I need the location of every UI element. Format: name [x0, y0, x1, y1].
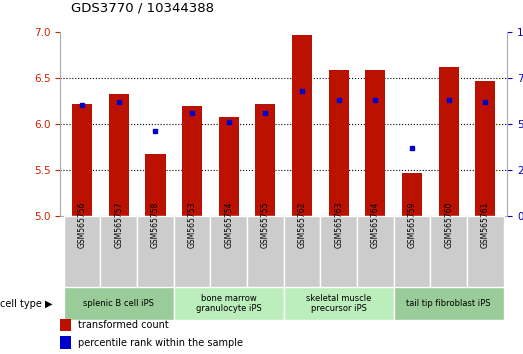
Bar: [210, 216, 247, 287]
Bar: [467, 216, 504, 287]
Text: GSM565756: GSM565756: [77, 201, 87, 248]
Bar: [475, 81, 495, 216]
Bar: [430, 216, 467, 287]
Bar: [365, 70, 385, 216]
Text: GSM565760: GSM565760: [444, 201, 453, 248]
Text: bone marrow
granulocyte iPS: bone marrow granulocyte iPS: [196, 294, 262, 313]
Text: GSM565763: GSM565763: [334, 201, 343, 248]
Bar: [321, 216, 357, 287]
Text: GSM565755: GSM565755: [261, 201, 270, 248]
Bar: [100, 216, 137, 287]
Text: transformed count: transformed count: [78, 320, 169, 330]
Bar: [394, 216, 430, 287]
Text: cell type ▶: cell type ▶: [0, 298, 52, 309]
Text: tail tip fibroblast iPS: tail tip fibroblast iPS: [406, 299, 491, 308]
Text: GSM565753: GSM565753: [188, 201, 197, 248]
Bar: [64, 216, 100, 287]
Text: GDS3770 / 10344388: GDS3770 / 10344388: [71, 1, 213, 14]
Text: GSM565764: GSM565764: [371, 201, 380, 248]
Bar: [72, 104, 92, 216]
Bar: [219, 118, 239, 216]
Bar: [292, 35, 312, 216]
Bar: [109, 95, 129, 216]
Bar: [247, 216, 284, 287]
Bar: [255, 104, 276, 216]
Text: GSM565758: GSM565758: [151, 201, 160, 248]
Bar: [394, 287, 504, 320]
Bar: [145, 154, 165, 216]
Bar: [402, 173, 422, 216]
Text: skeletal muscle
precursor iPS: skeletal muscle precursor iPS: [306, 294, 371, 313]
Bar: [283, 287, 394, 320]
Text: GSM565761: GSM565761: [481, 201, 490, 248]
Bar: [357, 216, 394, 287]
Bar: [174, 287, 284, 320]
Bar: [182, 107, 202, 216]
Bar: [64, 287, 174, 320]
Bar: [137, 216, 174, 287]
Bar: [174, 216, 210, 287]
Bar: [60, 336, 71, 349]
Bar: [328, 70, 349, 216]
Text: GSM565754: GSM565754: [224, 201, 233, 248]
Bar: [60, 319, 71, 331]
Text: percentile rank within the sample: percentile rank within the sample: [78, 338, 243, 348]
Text: splenic B cell iPS: splenic B cell iPS: [83, 299, 154, 308]
Bar: [283, 216, 321, 287]
Bar: [439, 67, 459, 216]
Text: GSM565757: GSM565757: [115, 201, 123, 248]
Text: GSM565759: GSM565759: [407, 201, 416, 248]
Text: GSM565762: GSM565762: [298, 201, 306, 248]
